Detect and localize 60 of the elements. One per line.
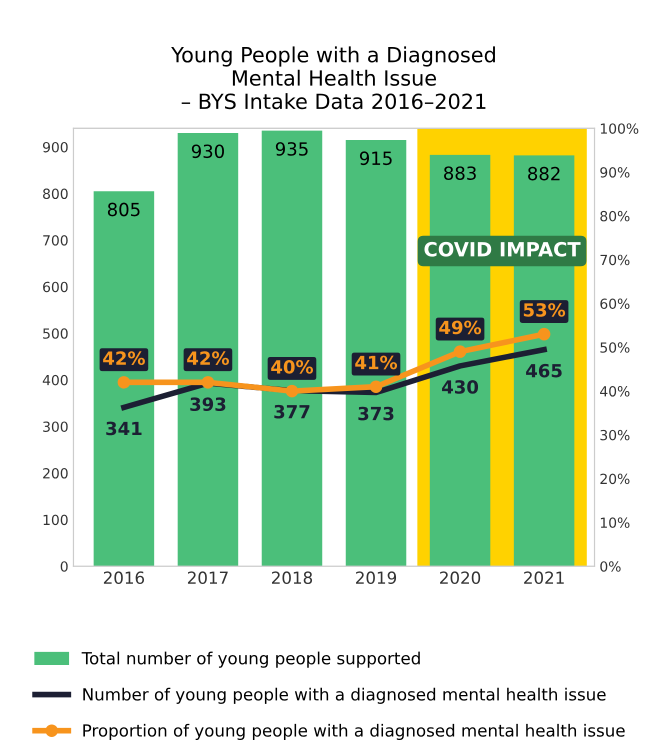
y2-tick-label: 30%	[600, 430, 630, 440]
data-label: 42%	[187, 351, 229, 365]
y-tick-label: 600	[43, 282, 68, 292]
y-tick-label: 200	[43, 468, 68, 479]
y2-tick-label: 60%	[600, 298, 630, 309]
y-tick-label: 400	[42, 374, 68, 386]
data-label: 883	[444, 166, 476, 180]
legend-label: Number of young people with a diagnosed mental health issue	[83, 688, 606, 704]
band-label: COVID IMPACT	[424, 242, 581, 257]
bar	[178, 133, 238, 566]
point	[202, 376, 214, 389]
y-tick-label: 500	[43, 328, 68, 339]
y2-tick-label: 80%	[600, 210, 630, 222]
data-label: 341	[106, 422, 142, 436]
data-label: 935	[276, 142, 308, 156]
y-tick-label: 300	[43, 421, 68, 432]
y-tick-label: 900	[42, 142, 68, 152]
y-tick-label: 700	[43, 235, 68, 246]
point	[286, 384, 298, 398]
data-label: 49%	[439, 320, 482, 334]
bar	[346, 140, 406, 566]
y-tick-label: 100	[44, 514, 68, 526]
x-tick-label: 2017	[188, 571, 228, 584]
x-tick-label: 2019	[356, 571, 396, 584]
data-label: 930	[192, 144, 224, 158]
data-label: 393	[190, 397, 226, 412]
data-label: 430	[442, 380, 478, 394]
y2-tick-label: 90%	[600, 167, 630, 178]
point	[454, 345, 466, 358]
bar	[94, 191, 154, 566]
data-label: 373	[358, 406, 394, 420]
data-label: 465	[526, 364, 562, 378]
x-tick-label: 2021	[524, 571, 564, 584]
y2-tick-label: 100%	[600, 123, 638, 134]
data-label: 377	[274, 404, 310, 418]
data-label: 53%	[524, 303, 566, 317]
y2-tick-label: 10%	[600, 517, 630, 528]
y2-tick-label: 40%	[600, 386, 630, 397]
x-tick-label: 2016	[104, 571, 144, 584]
data-label: 805	[108, 202, 140, 216]
legend-label: Total number of young people supported	[82, 652, 420, 668]
x-tick-label: 2020	[440, 571, 480, 584]
chart-title: Young People with a Diagnosed Mental Health Issue – BYS Intake Data 2016–2021	[171, 46, 495, 110]
y2-tick-label: 70%	[600, 254, 630, 266]
x-tick-label: 2018	[272, 571, 312, 584]
data-label: 40%	[271, 360, 314, 374]
y-tick-label: 0	[60, 561, 68, 572]
y2-tick-label: 20%	[600, 474, 630, 484]
y-tick-label: 800	[43, 188, 68, 200]
point	[370, 380, 382, 393]
y2-tick-label: 0%	[600, 561, 621, 572]
data-label: 882	[528, 166, 560, 180]
bar	[262, 130, 322, 566]
point	[538, 328, 550, 340]
legend-label: Proportion of young people with a diagnosed mental health issue	[83, 724, 625, 740]
data-label: 42%	[103, 351, 145, 365]
y2-tick-label: 50%	[600, 342, 630, 353]
point	[118, 376, 130, 389]
data-label: 41%	[355, 356, 398, 370]
data-label: 915	[360, 151, 392, 166]
